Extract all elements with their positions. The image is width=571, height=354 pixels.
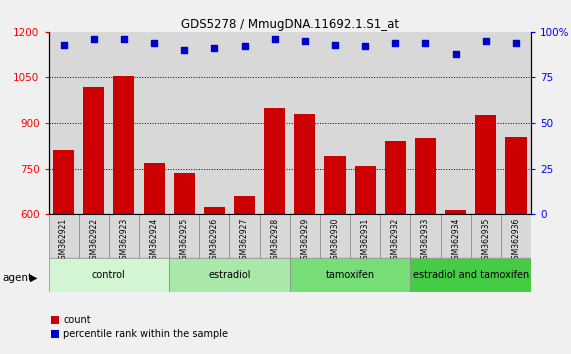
FancyBboxPatch shape	[169, 214, 199, 258]
FancyBboxPatch shape	[441, 214, 471, 258]
Point	[300, 38, 309, 44]
Text: GSM362930: GSM362930	[331, 218, 340, 264]
Bar	[324, 156, 345, 214]
Bar	[234, 196, 255, 214]
Text: GSM362934: GSM362934	[451, 218, 460, 264]
Bar	[355, 166, 376, 214]
Bar	[264, 108, 286, 214]
FancyBboxPatch shape	[471, 214, 501, 258]
Point	[331, 42, 340, 47]
FancyBboxPatch shape	[230, 214, 260, 258]
FancyBboxPatch shape	[411, 214, 441, 258]
FancyBboxPatch shape	[350, 214, 380, 258]
FancyBboxPatch shape	[289, 258, 411, 292]
Point	[240, 44, 249, 49]
Text: GSM362927: GSM362927	[240, 218, 249, 264]
FancyBboxPatch shape	[260, 214, 289, 258]
FancyBboxPatch shape	[501, 214, 531, 258]
Point	[270, 36, 279, 42]
Bar	[53, 150, 74, 214]
Text: GSM362936: GSM362936	[512, 218, 520, 264]
FancyBboxPatch shape	[380, 214, 411, 258]
Text: GSM362932: GSM362932	[391, 218, 400, 264]
Point	[119, 36, 128, 42]
Bar	[385, 141, 406, 214]
Point	[59, 42, 68, 47]
Text: GSM362923: GSM362923	[119, 218, 128, 264]
Text: GSM362925: GSM362925	[180, 218, 189, 264]
Title: GDS5278 / MmugDNA.11692.1.S1_at: GDS5278 / MmugDNA.11692.1.S1_at	[180, 18, 399, 31]
Bar	[475, 115, 496, 214]
Text: estradiol and tamoxifen: estradiol and tamoxifen	[413, 270, 529, 280]
Bar	[445, 210, 466, 214]
FancyBboxPatch shape	[49, 258, 169, 292]
FancyBboxPatch shape	[199, 214, 230, 258]
FancyBboxPatch shape	[139, 214, 169, 258]
Text: percentile rank within the sample: percentile rank within the sample	[63, 329, 228, 339]
Bar	[505, 137, 526, 214]
Text: GSM362926: GSM362926	[210, 218, 219, 264]
Point	[451, 51, 460, 57]
Text: GSM362928: GSM362928	[270, 218, 279, 264]
Bar	[174, 173, 195, 214]
Point	[180, 47, 189, 53]
Text: GSM362935: GSM362935	[481, 218, 490, 264]
Text: estradiol: estradiol	[208, 270, 251, 280]
Point	[481, 38, 490, 44]
FancyBboxPatch shape	[79, 214, 109, 258]
FancyBboxPatch shape	[411, 258, 531, 292]
Point	[421, 40, 430, 46]
Text: tamoxifen: tamoxifen	[325, 270, 375, 280]
Text: count: count	[63, 315, 91, 325]
FancyBboxPatch shape	[320, 214, 350, 258]
Text: GSM362929: GSM362929	[300, 218, 309, 264]
Point	[89, 36, 98, 42]
FancyBboxPatch shape	[109, 214, 139, 258]
Bar	[114, 76, 135, 214]
FancyBboxPatch shape	[169, 258, 289, 292]
Point	[391, 40, 400, 46]
Bar	[83, 86, 104, 214]
Text: GSM362921: GSM362921	[59, 218, 68, 264]
FancyBboxPatch shape	[49, 214, 79, 258]
Point	[512, 40, 521, 46]
Text: GSM362922: GSM362922	[89, 218, 98, 264]
Text: GSM362924: GSM362924	[150, 218, 159, 264]
Bar	[204, 207, 225, 214]
FancyBboxPatch shape	[289, 214, 320, 258]
Point	[210, 45, 219, 51]
Text: agent: agent	[3, 273, 33, 283]
Bar	[294, 114, 315, 214]
Text: GSM362931: GSM362931	[361, 218, 369, 264]
Text: GSM362933: GSM362933	[421, 218, 430, 264]
Point	[361, 44, 370, 49]
Bar	[415, 138, 436, 214]
Text: ▶: ▶	[30, 273, 37, 283]
Bar	[143, 162, 164, 214]
Point	[150, 40, 159, 46]
Text: control: control	[92, 270, 126, 280]
